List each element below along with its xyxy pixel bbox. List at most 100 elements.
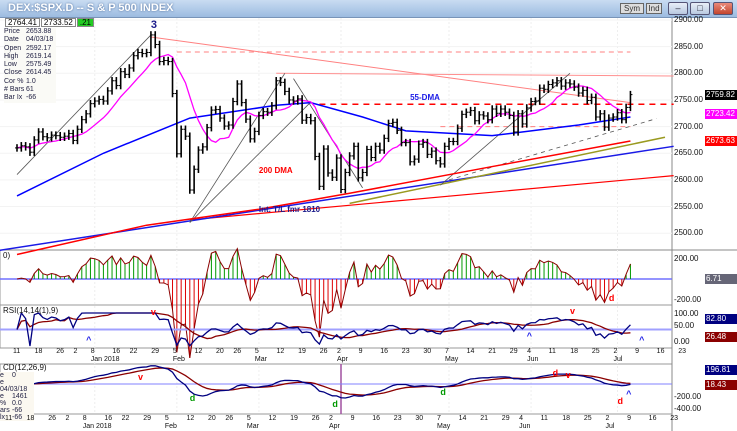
- info-key: e: [0, 372, 4, 379]
- restore-button[interactable]: □: [690, 2, 710, 15]
- date-tick-label: 9: [635, 348, 639, 355]
- info-key: Open: [4, 44, 22, 52]
- momentum-panel: [0, 249, 673, 306]
- date-tick-label: 16: [656, 348, 665, 355]
- month-label: Feb: [164, 423, 177, 430]
- signal-mark: v: [565, 369, 571, 380]
- date-tick-label: 2: [337, 348, 341, 355]
- date-tick-label: 2: [73, 348, 78, 355]
- info-key: Date: [4, 36, 19, 44]
- date-tick-label: 26: [56, 348, 64, 355]
- month-label: Jun: [519, 423, 531, 430]
- info-value: 04/03/18: [0, 386, 28, 393]
- date-tick-label: 20: [208, 415, 216, 422]
- date-tick-label: 23: [401, 348, 410, 355]
- info-value: 1461: [12, 393, 28, 400]
- symbol-button[interactable]: Sym: [620, 3, 644, 14]
- date-tick-label: 18: [562, 415, 571, 422]
- date-tick-label: 7: [445, 348, 449, 355]
- window-title: DEX:$SPX.D -- S & P 500 INDEX: [8, 2, 174, 14]
- month-label: Mar: [246, 423, 259, 430]
- momentum-axis-label: 200.00: [674, 254, 699, 263]
- date-tick-label: 20: [216, 348, 224, 355]
- date-tick-label: 11: [548, 348, 556, 355]
- macd-signal-badge: 18.43: [705, 380, 737, 390]
- date-tick-label: 29: [143, 415, 152, 422]
- info-value: 0.0: [12, 400, 22, 407]
- signal-mark: v: [150, 307, 156, 318]
- macd-info-row: lx -66: [0, 414, 34, 421]
- macd-info-row: e04/03/18: [0, 379, 34, 393]
- minimize-button[interactable]: –: [668, 2, 688, 15]
- date-tick-label: 19: [298, 348, 306, 355]
- date-tick-label: 4: [519, 415, 523, 422]
- date-tick-label: 23: [678, 348, 687, 355]
- momentum-axis-label: -200.00: [674, 295, 702, 304]
- price-info-box: Price 2653.88 Date 04/03/18 Open 2592.17 High 2…: [4, 28, 56, 103]
- momentum-line: [16, 247, 631, 358]
- macd-info-box: e 0 e04/03/18 e 1461% 0.0 ars -66 lx -66: [0, 372, 34, 421]
- signal-mark: d: [189, 393, 196, 404]
- ma55-line: [16, 101, 631, 197]
- date-tick-label: 26: [225, 415, 234, 422]
- info-key: lx: [0, 414, 6, 421]
- chart-annotation: Int. T/L fmr 1810: [259, 205, 321, 214]
- info-value: 2575.49: [26, 61, 52, 69]
- macd-label: CD(12,26,9): [3, 363, 47, 372]
- info-value: 04/03/18: [26, 36, 54, 44]
- momentum-value-badge: 6.71: [705, 274, 737, 284]
- tab-change[interactable]: .21: [76, 18, 94, 27]
- month-label: Mar: [254, 356, 267, 363]
- info-value: -66: [12, 414, 23, 421]
- macd-line: [16, 365, 631, 399]
- info-key: e: [0, 393, 4, 400]
- date-tick-label: 26: [233, 348, 242, 355]
- info-value: 1.0: [26, 77, 36, 85]
- month-label: Feb: [172, 356, 185, 363]
- tab-last-price[interactable]: 2764.41: [5, 18, 40, 27]
- info-row: High 2619.14: [4, 53, 56, 61]
- date-tick-label: 26: [319, 348, 328, 355]
- date-tick-label: 12: [186, 415, 195, 422]
- macd-info-row: ars -66: [0, 407, 34, 414]
- rsi-value-badge: 82.80: [705, 314, 737, 324]
- signal-mark: d: [332, 398, 338, 409]
- date-tick-label: 9: [350, 415, 355, 422]
- date-tick-label: 18: [34, 348, 43, 355]
- chart-annotation: 55-DMA: [410, 93, 440, 102]
- price-badge: 2759.82: [705, 89, 737, 100]
- date-tick-label: 2: [605, 415, 610, 422]
- rsi-axis-label: 0.00: [674, 337, 690, 346]
- info-value: 2614.45: [26, 69, 52, 77]
- info-key: Low: [4, 61, 17, 69]
- date-tick-label: 11: [5, 415, 13, 422]
- lower-red-line: [189, 175, 674, 221]
- window-titlebar: DEX:$SPX.D -- S & P 500 INDEX Sym Ind – …: [0, 0, 737, 18]
- date-tick-label: 2: [65, 415, 70, 422]
- price-axis-label: 2900.00: [674, 15, 703, 24]
- date-tick-label: 9: [358, 348, 363, 355]
- price-axis-label: 2800.00: [674, 68, 703, 78]
- rsi-label: RSI(14,14(1),9): [3, 306, 59, 315]
- signal-mark: v: [137, 372, 143, 383]
- price-axis-label: 2750.00: [674, 94, 703, 104]
- ma10-line: [16, 53, 631, 170]
- downtrend-line: [150, 36, 631, 104]
- tab-prev-price[interactable]: 2733.52: [40, 18, 76, 27]
- macd-info-row: e 1461: [0, 393, 34, 400]
- gray-line-3: [189, 101, 312, 223]
- date-tick-label: 11: [540, 415, 548, 422]
- info-key: High: [4, 52, 19, 60]
- info-row: Bar Ix -66: [4, 94, 56, 102]
- date-tick-label: 2: [613, 348, 618, 355]
- signal-mark: ^: [86, 334, 92, 345]
- close-button[interactable]: ✕: [713, 2, 733, 15]
- date-tick-label: 5: [172, 348, 177, 355]
- date-tick-label: 9: [627, 415, 631, 422]
- date-tick-label: 16: [112, 348, 121, 355]
- info-value: 61: [26, 86, 34, 94]
- indicator-button[interactable]: Ind: [646, 3, 662, 14]
- macd-info-row: % 0.0: [0, 400, 34, 407]
- info-key: ars: [0, 407, 10, 414]
